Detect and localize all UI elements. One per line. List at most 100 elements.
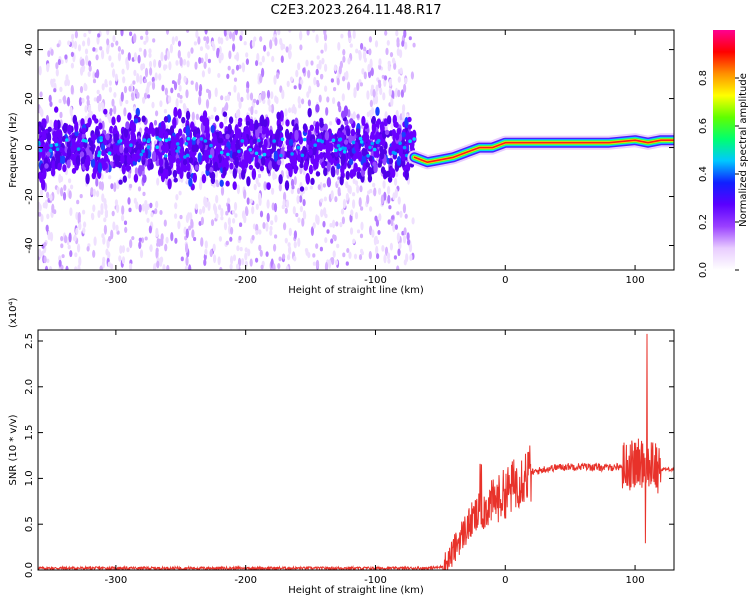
noise-blob bbox=[401, 109, 405, 120]
noise-blob bbox=[322, 220, 326, 228]
noise-blob bbox=[359, 233, 364, 239]
band-blob bbox=[58, 137, 63, 145]
band-blob bbox=[229, 162, 234, 170]
noise-blob bbox=[359, 185, 363, 193]
noise-blob bbox=[218, 236, 222, 242]
noise-blob bbox=[231, 68, 235, 75]
noise-blob bbox=[198, 57, 202, 64]
noise-blob bbox=[60, 187, 64, 197]
noise-blob bbox=[187, 51, 191, 59]
band-blob bbox=[185, 110, 191, 121]
x-tick-label: -100 bbox=[364, 275, 387, 286]
noise-blob bbox=[205, 99, 210, 109]
noise-blob bbox=[339, 221, 343, 228]
noise-blob bbox=[63, 184, 67, 191]
band-peak bbox=[192, 136, 196, 141]
noise-blob bbox=[74, 266, 78, 270]
noise-blob bbox=[45, 114, 50, 124]
band-blob bbox=[356, 170, 361, 179]
noise-blob bbox=[246, 197, 250, 205]
band-peak bbox=[185, 153, 190, 158]
noise-blob bbox=[318, 94, 322, 103]
noise-blob bbox=[360, 42, 364, 50]
band-blob bbox=[288, 166, 293, 178]
noise-blob bbox=[55, 68, 59, 77]
noise-blob bbox=[330, 257, 334, 263]
noise-blob bbox=[143, 92, 148, 100]
noise-blob bbox=[356, 82, 360, 92]
band-peak bbox=[167, 137, 171, 142]
noise-blob bbox=[254, 109, 258, 115]
band-blob bbox=[119, 144, 124, 154]
band-peak bbox=[155, 136, 160, 140]
band-blob bbox=[348, 158, 354, 166]
noise-blob bbox=[342, 198, 347, 209]
band-peak bbox=[258, 155, 262, 159]
band-blob bbox=[224, 146, 230, 158]
noise-blob bbox=[170, 232, 174, 242]
band-blob bbox=[263, 138, 268, 149]
noise-blob bbox=[225, 240, 229, 246]
noise-blob bbox=[397, 76, 401, 83]
noise-blob bbox=[97, 102, 102, 112]
colorbar: 0.0 0.2 0.4 0.6 0.8 Normalized spectral ampl… bbox=[698, 30, 749, 278]
band-blob bbox=[388, 158, 394, 165]
band-blob bbox=[384, 129, 390, 136]
band-blob bbox=[118, 179, 123, 185]
noise-blob bbox=[243, 189, 247, 199]
noise-blob bbox=[163, 108, 167, 114]
noise-blob bbox=[101, 233, 105, 239]
noise-blob bbox=[354, 211, 359, 220]
noise-blob bbox=[179, 99, 183, 104]
noise-blob bbox=[156, 177, 160, 186]
noise-blob bbox=[161, 84, 165, 92]
noise-blob bbox=[273, 75, 277, 85]
band-peak bbox=[248, 148, 253, 152]
noise-blob bbox=[352, 199, 356, 209]
noise-blob bbox=[149, 202, 153, 209]
noise-blob bbox=[332, 234, 336, 240]
noise-blob bbox=[363, 71, 367, 80]
noise-blob bbox=[115, 224, 119, 232]
noise-blob bbox=[148, 60, 153, 68]
noise-blob bbox=[164, 87, 168, 96]
noise-blob bbox=[96, 95, 100, 104]
band-peak bbox=[342, 150, 347, 154]
noise-blob bbox=[241, 258, 245, 266]
band-blob bbox=[234, 156, 239, 169]
noise-blob bbox=[360, 221, 364, 231]
noise-blob bbox=[228, 31, 233, 40]
band-peak bbox=[107, 151, 112, 155]
noise-blob bbox=[299, 205, 303, 213]
band-peak bbox=[183, 155, 187, 159]
band-blob bbox=[349, 118, 354, 125]
noise-blob bbox=[38, 248, 42, 258]
noise-blob bbox=[404, 41, 408, 50]
noise-blob bbox=[324, 42, 328, 52]
band-blob bbox=[407, 116, 412, 123]
band-blob bbox=[66, 159, 71, 169]
noise-blob bbox=[316, 82, 320, 88]
noise-blob bbox=[291, 106, 295, 114]
noise-blob bbox=[268, 104, 272, 113]
noise-blob bbox=[290, 188, 294, 195]
noise-blob bbox=[155, 110, 159, 117]
band-blob bbox=[271, 141, 277, 153]
spectrogram-y-axis: -40 -20 0 20 40 bbox=[24, 43, 674, 254]
noise-blob bbox=[329, 223, 333, 228]
noise-blob bbox=[87, 37, 91, 47]
noise-blob bbox=[252, 223, 256, 230]
band-blob bbox=[163, 171, 168, 177]
noise-blob bbox=[324, 261, 329, 270]
band-blob bbox=[181, 116, 186, 124]
noise-blob bbox=[363, 46, 367, 53]
band-peak bbox=[81, 138, 86, 143]
band-blob bbox=[113, 132, 119, 144]
noise-blob bbox=[186, 60, 190, 68]
noise-blob bbox=[124, 226, 128, 233]
noise-blob bbox=[392, 57, 396, 64]
noise-blob bbox=[220, 216, 224, 221]
noise-blob bbox=[239, 34, 243, 42]
noise-blob bbox=[160, 233, 164, 241]
noise-blob bbox=[397, 248, 401, 257]
